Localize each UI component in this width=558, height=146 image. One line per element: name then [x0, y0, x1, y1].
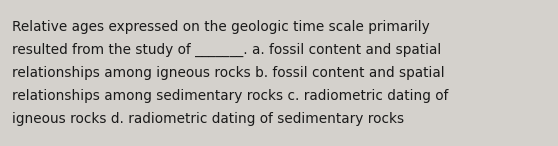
Text: Relative ages expressed on the geologic time scale primarily: Relative ages expressed on the geologic …	[12, 20, 430, 34]
Text: igneous rocks d. radiometric dating of sedimentary rocks: igneous rocks d. radiometric dating of s…	[12, 112, 404, 126]
Text: resulted from the study of _______. a. fossil content and spatial: resulted from the study of _______. a. f…	[12, 43, 441, 57]
Text: relationships among sedimentary rocks c. radiometric dating of: relationships among sedimentary rocks c.…	[12, 89, 449, 103]
Text: relationships among igneous rocks b. fossil content and spatial: relationships among igneous rocks b. fos…	[12, 66, 445, 80]
